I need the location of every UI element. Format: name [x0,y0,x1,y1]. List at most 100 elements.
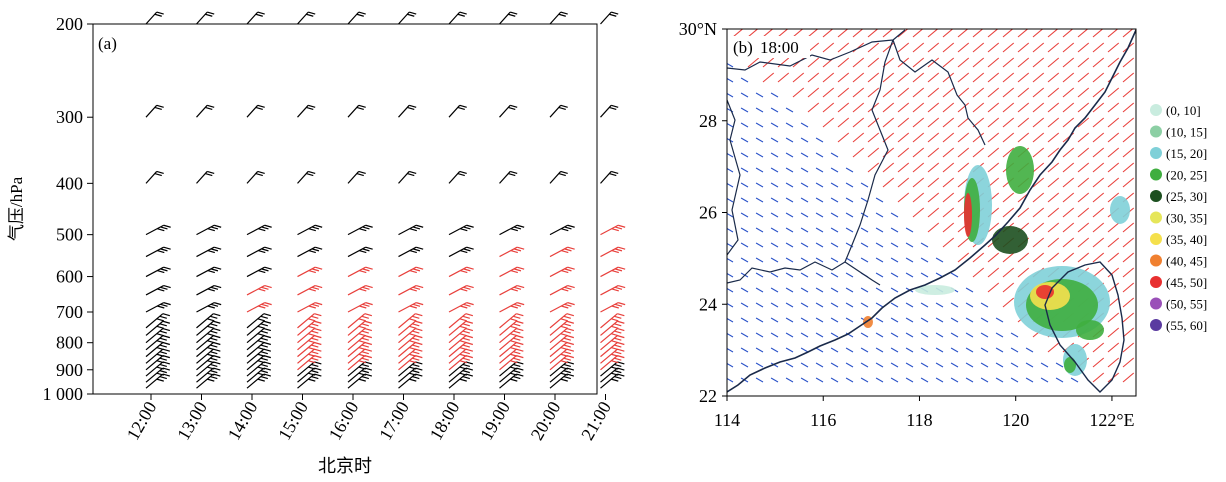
wind-vector [890,212,899,218]
wind-vector [875,257,884,263]
panel-a-plot-area [92,23,598,395]
wind-vector [762,57,775,68]
wind-barb [196,373,221,389]
wind-vector [980,362,989,368]
wind-barb [600,266,626,278]
y-tick-label: 300 [56,107,83,127]
wind-vector [845,362,854,368]
wind-vector [1017,72,1030,83]
wind-vector [1002,117,1015,128]
wind-vector [792,72,805,83]
wind-vector [965,362,974,368]
wind-vector [770,377,779,383]
wind-vector [822,42,835,53]
wind-vector [830,227,839,233]
wind-vector [972,87,985,98]
wind-barb [448,361,474,377]
wind-vector [845,212,854,218]
wind-vector [897,147,910,158]
wind-barb [499,266,525,278]
x-tick-label: 19:00 [476,398,514,444]
wind-vector [740,242,749,248]
wind-vector [897,102,910,113]
wind-vector [875,362,884,368]
wind-vector [1040,377,1049,383]
wind-vector [867,162,880,173]
wind-vector [875,377,884,383]
wind-vector [755,167,764,173]
wind-vector [770,182,779,188]
wind-barb [600,361,625,377]
wind-vector [740,317,749,323]
wind-barb [499,355,524,371]
wind-vector [815,347,824,353]
wind-barb [145,104,164,118]
wind-vector [800,362,809,368]
wind-vector [890,257,899,263]
legend-swatch [1150,254,1162,267]
wind-vector [987,57,1000,68]
wind-vector [935,377,944,383]
wind-vector [1092,372,1105,383]
wind-vector [950,377,959,383]
wind-barb [196,284,222,296]
wind-vector [785,227,794,233]
wind-vector [852,117,865,128]
wind-vector [912,29,924,38]
wind-vector [875,317,884,323]
wind-vector [740,212,749,218]
wind-vector [1062,42,1075,53]
wind-vector [957,29,969,38]
wind-barb [196,302,222,313]
wind-barb [196,335,221,351]
wind-barb [347,361,373,377]
wind-barb [499,302,525,313]
wind-vector [980,377,989,383]
wind-vector [1032,252,1045,263]
wind-barb [297,341,322,358]
wind-vector [785,272,794,278]
wind-vector [1077,237,1090,248]
wind-barb [398,355,423,371]
wind-barb [246,320,272,336]
wind-vector [995,362,1004,368]
wind-vector [770,242,779,248]
wind-barb [398,367,423,383]
wind-vector [942,177,955,188]
wind-vector [755,317,764,323]
wind-barb [145,246,171,258]
legend-label: (35, 40] [1166,232,1207,247]
wind-vector [875,212,884,218]
wind-barb [549,327,575,344]
wind-vector [905,272,914,278]
wind-vector [927,147,940,158]
wind-barb [600,104,619,118]
wind-vector [1107,267,1120,278]
wind-vector [852,72,865,83]
wind-barb [297,320,322,336]
wind-vector [785,122,794,128]
wind-barb [347,373,373,389]
wind-barb [398,246,424,258]
wind-vector [1077,87,1090,98]
wind-vector [770,152,779,158]
wind-vector [942,72,955,83]
wind-vector [1047,192,1060,203]
wind-vector [830,197,839,203]
panel-b-label-bg [730,36,810,58]
wind-vector [882,177,895,188]
y-tick-label: 24 [699,294,717,314]
echo-cell [1036,285,1054,299]
wind-vector [1122,357,1135,368]
wind-barb [297,355,322,371]
wind-vector [1002,207,1015,218]
echo-cell [1064,357,1076,373]
wind-vector [845,302,854,308]
wind-vector [1047,57,1060,68]
reflectivity-legend: (0, 10] (10, 15] (15, 20] (20, 25] (25, 30] (… [1150,103,1207,333]
wind-vector [777,29,789,38]
wind-vector [942,222,955,233]
wind-barb [448,355,474,371]
wind-vector [785,302,794,308]
